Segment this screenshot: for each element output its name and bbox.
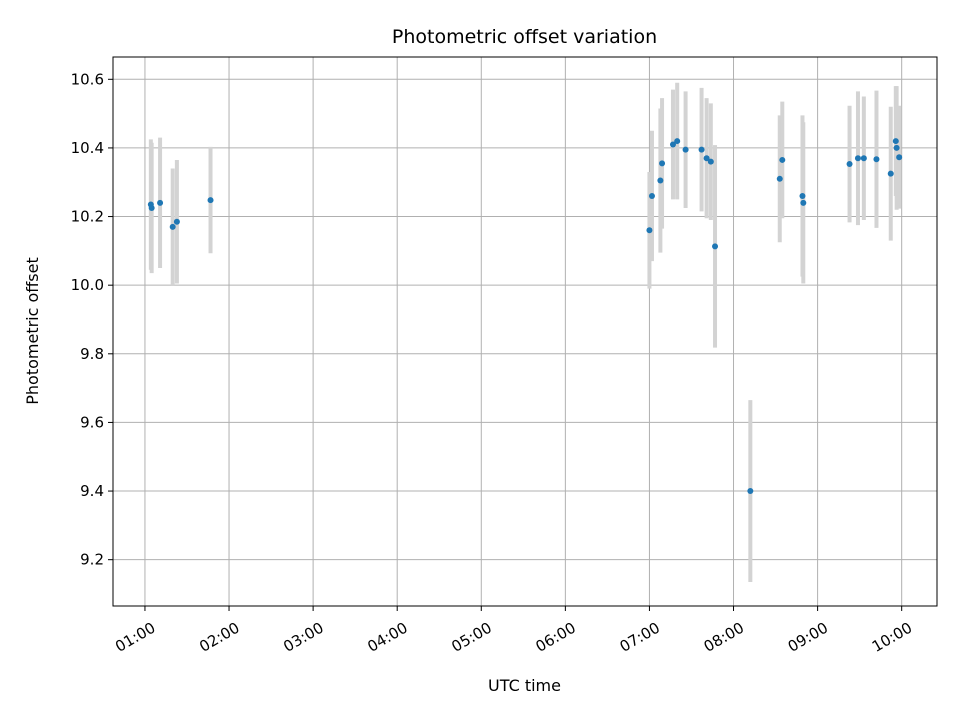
data-point	[682, 146, 689, 153]
plot-frame	[112, 56, 938, 607]
data-point	[860, 155, 867, 162]
data-point	[703, 155, 710, 162]
x-axis-label: UTC time	[488, 676, 561, 695]
y-tick-label: 9.2	[80, 551, 104, 569]
data-point	[892, 138, 899, 145]
y-tick-label: 10.0	[71, 276, 104, 294]
data-point	[896, 154, 903, 161]
data-point	[169, 223, 176, 230]
data-point	[712, 243, 719, 250]
data-point	[779, 156, 786, 163]
data-point	[657, 177, 664, 184]
data-point	[669, 141, 676, 148]
data-point	[846, 161, 853, 168]
data-point	[873, 156, 880, 163]
data-point	[157, 199, 164, 206]
y-tick-label: 9.6	[80, 413, 104, 431]
y-tick-label: 9.4	[80, 482, 104, 500]
y-axis-label: Photometric offset	[23, 257, 42, 405]
data-point	[698, 146, 705, 153]
data-point	[747, 488, 754, 495]
data-point	[887, 170, 894, 177]
data-point	[674, 138, 681, 145]
data-point	[648, 192, 655, 199]
data-point	[207, 197, 214, 204]
chart-title: Photometric offset variation	[392, 26, 657, 48]
data-point	[646, 227, 653, 234]
data-point	[799, 192, 806, 199]
data-point	[893, 144, 900, 151]
data-point	[800, 199, 807, 206]
data-point	[659, 160, 666, 167]
y-tick-label: 10.4	[71, 139, 104, 157]
y-tick-label: 10.6	[71, 70, 104, 88]
data-point	[854, 155, 861, 162]
data-point	[173, 218, 180, 225]
data-point	[707, 158, 714, 165]
y-tick-label: 10.2	[71, 208, 104, 226]
data-points	[147, 138, 903, 495]
data-point	[776, 175, 783, 182]
grid-lines	[113, 57, 937, 606]
y-tick-label: 9.8	[80, 345, 104, 363]
data-point	[148, 204, 155, 211]
y-axis-ticks: 9.2 9.4 9.6 9.8 10.0 10.2 10.4 10.6	[71, 70, 113, 569]
